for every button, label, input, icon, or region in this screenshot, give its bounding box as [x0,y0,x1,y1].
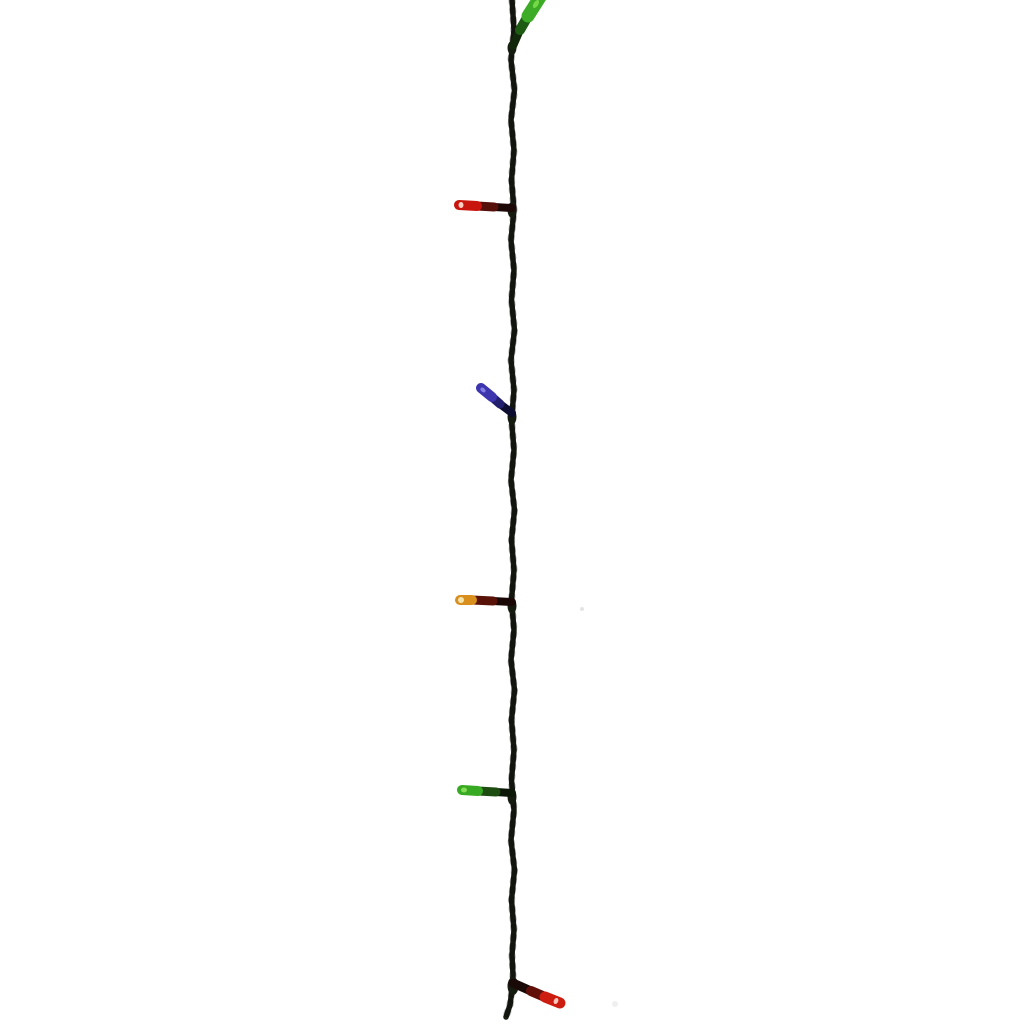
blue-bulb-highlight [480,387,486,393]
red-bulb-bottom-highlight [553,997,559,1005]
dust-speck [580,607,584,611]
yellow-bulb-highlight [458,597,464,603]
dust-speck [612,1001,618,1007]
wire-twist-texture [502,0,519,1021]
green-bulb-lower-highlight [461,787,467,793]
red-bulb-upper-highlight [458,202,464,208]
light-string-wire [503,0,518,1020]
green-bulb-top-highlight [532,0,540,9]
